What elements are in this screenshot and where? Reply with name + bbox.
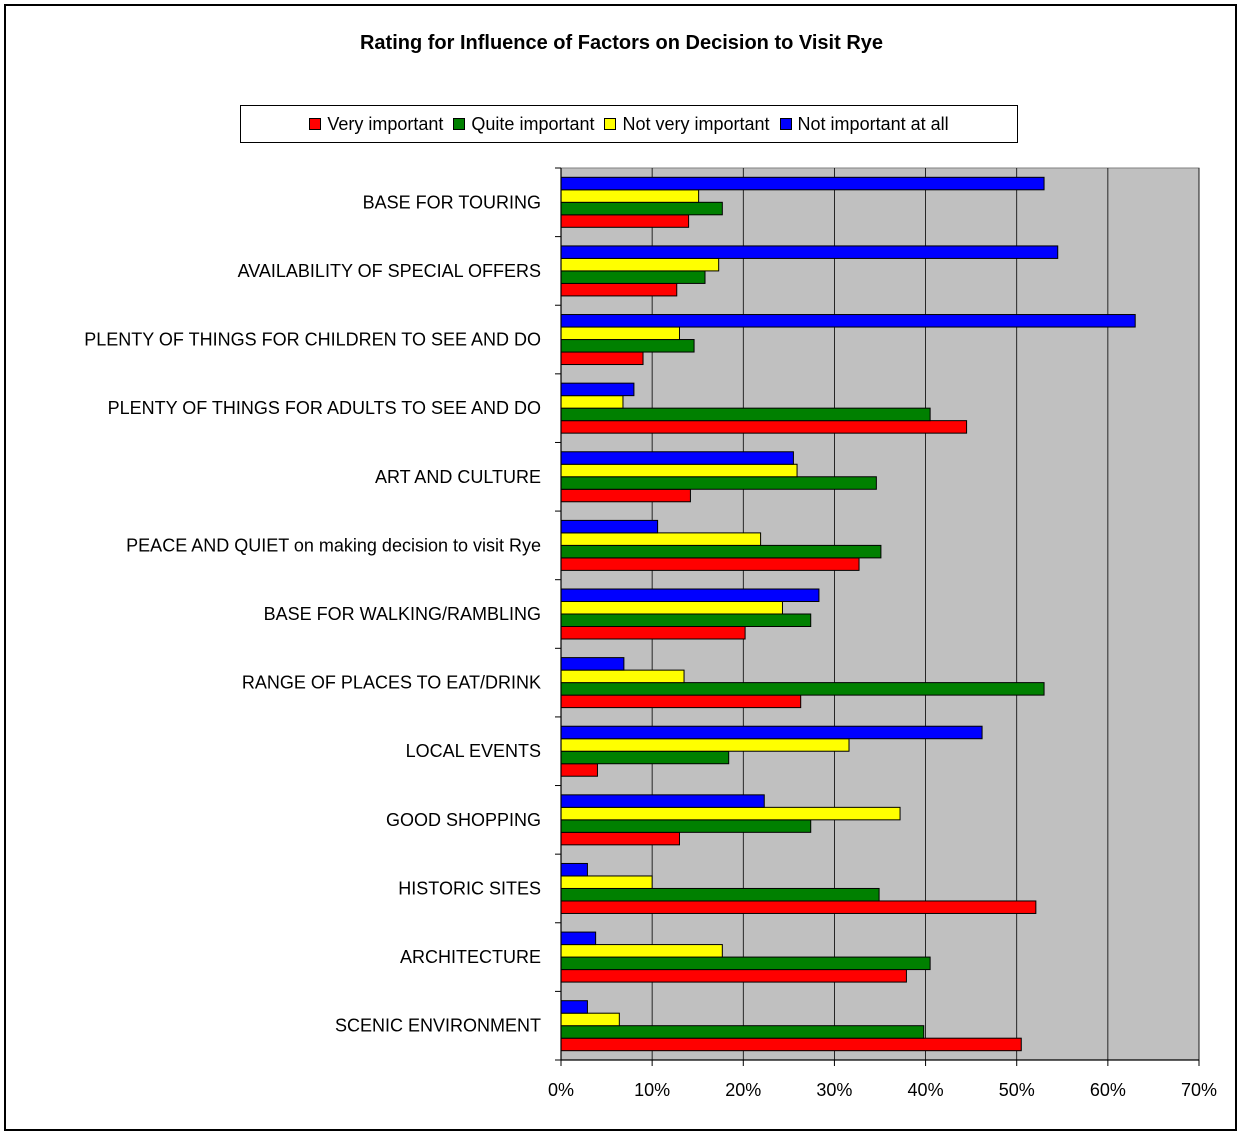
bar: [560, 956, 931, 971]
bar: [560, 270, 706, 284]
bar: [560, 201, 723, 216]
bar: [560, 944, 723, 958]
bar: [560, 476, 877, 490]
bar: [560, 819, 812, 833]
legend-label-not-important-at-all: Not important at all: [797, 113, 949, 134]
bar: [560, 613, 812, 627]
bar: [560, 1025, 925, 1039]
category-label: ARCHITECTURE: [400, 947, 541, 967]
bar: [560, 544, 882, 559]
bar: [560, 519, 659, 534]
bar: [560, 682, 1045, 696]
bar: [560, 382, 635, 397]
category-label: BASE FOR TOURING: [363, 192, 541, 212]
bar: [560, 862, 588, 877]
chart-title: Rating for Influence of Factors on Decis…: [359, 32, 884, 54]
legend-swatch-quite-important: [453, 118, 466, 130]
bar: [560, 887, 880, 902]
bar: [560, 339, 695, 353]
x-tick-label: 30%: [816, 1080, 852, 1100]
legend-label-quite-important: Quite important: [471, 113, 595, 134]
bar: [560, 626, 746, 640]
category-label: LOCAL EVENTS: [406, 741, 541, 761]
bar: [560, 588, 820, 602]
bar: [560, 875, 653, 889]
category-label: AVAILABILITY OF SPECIAL OFFERS: [238, 261, 541, 281]
bar: [560, 189, 700, 203]
bar: [560, 750, 730, 765]
bar: [560, 657, 625, 671]
x-tick-label: 20%: [725, 1080, 761, 1100]
category-label: GOOD SHOPPING: [386, 810, 541, 830]
x-tick-label: 40%: [908, 1080, 944, 1100]
bar: [560, 1000, 588, 1014]
legend-swatch-not-very-important: [604, 118, 617, 130]
x-tick-label: 0%: [548, 1080, 574, 1100]
legend-item-very-important: Very important: [309, 114, 443, 135]
category-label: PEACE AND QUIET on making decision to vi…: [126, 535, 541, 555]
legend-item-not-very-important: Not very important: [604, 113, 770, 135]
bar: [560, 931, 597, 946]
bar: [560, 969, 907, 983]
x-tick-label: 10%: [634, 1080, 670, 1100]
bar: [560, 176, 1045, 191]
bar: [560, 451, 794, 465]
bar: [560, 282, 678, 297]
bar: [560, 257, 720, 272]
x-tick-label: 60%: [1090, 1080, 1126, 1100]
bar: [560, 245, 1059, 259]
bar: [560, 763, 598, 777]
bar: [560, 420, 968, 434]
bar: [560, 1037, 1022, 1052]
bar: [560, 725, 983, 740]
bar: [560, 407, 931, 422]
legend-item-not-important-at-all: Not important at all: [779, 113, 949, 135]
bar: [560, 694, 802, 709]
category-label: RANGE OF PLACES TO EAT/DRINK: [242, 673, 541, 693]
category-label: ART AND CULTURE: [375, 467, 541, 487]
legend-label-not-very-important: Not very important: [622, 113, 770, 134]
bar: [560, 532, 762, 546]
chart-legend: Very important Quite important Not very …: [240, 105, 1018, 143]
bar: [560, 326, 680, 341]
category-label: PLENTY OF THINGS FOR CHILDREN TO SEE AND…: [84, 330, 541, 350]
legend-swatch-very-important: [309, 118, 322, 130]
legend-label-very-important: Very important: [327, 113, 444, 134]
bar: [560, 557, 860, 571]
category-label: SCENIC ENVIRONMENT: [335, 1016, 541, 1036]
legend-item-quite-important: Quite important: [453, 114, 594, 135]
bar: [560, 806, 901, 821]
bar: [560, 214, 690, 228]
bar: [560, 395, 624, 409]
bar: [560, 831, 680, 846]
bar: [560, 463, 798, 478]
bar: [560, 669, 685, 684]
bar: [560, 1012, 620, 1027]
category-label: BASE FOR WALKING/RAMBLING: [264, 604, 541, 624]
x-tick-label: 50%: [999, 1080, 1035, 1100]
bar: [560, 601, 783, 615]
category-label: PLENTY OF THINGS FOR ADULTS TO SEE AND D…: [108, 398, 541, 418]
bar: [560, 488, 691, 503]
x-tick-label: 70%: [1181, 1080, 1217, 1100]
bar: [560, 900, 1037, 914]
bar: [560, 314, 1136, 328]
legend-swatch-not-important-at-all: [779, 118, 792, 130]
bar: [560, 738, 850, 752]
category-label: HISTORIC SITES: [398, 878, 541, 898]
bar: [560, 351, 644, 366]
bar: [560, 794, 765, 808]
